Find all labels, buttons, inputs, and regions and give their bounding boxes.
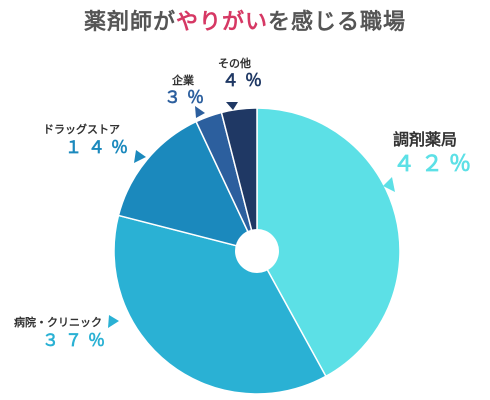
label-sonota: その他 ４％ (218, 58, 268, 90)
label-sonota-value: ４％ (222, 71, 268, 91)
label-kigyou: 企業 ３％ (164, 75, 210, 107)
label-pointer-byouin (108, 315, 119, 328)
label-kigyou-name: 企業 (172, 74, 194, 87)
label-drugstore: ドラッグストア １４％ (43, 124, 134, 157)
chart-title: 薬剤師がやりがいを感じる職場 (0, 4, 490, 36)
label-drugstore-name: ドラッグストア (43, 123, 120, 136)
label-drugstore-value: １４％ (65, 138, 134, 158)
label-pointer-sonota (226, 102, 238, 110)
label-kigyou-value: ３％ (164, 88, 210, 108)
label-byouin: 病院・クリニック ３７％ (14, 317, 111, 350)
label-pointer-drugstore (134, 150, 146, 163)
label-pointer-kigyou (195, 106, 205, 118)
title-highlight: やりがい (175, 10, 268, 35)
pie-slice-drugstore (117, 120, 259, 253)
label-chouzai-name: 調剤薬局 (393, 130, 458, 149)
title-part-2: を感じる職場 (268, 10, 407, 35)
label-sonota-name: その他 (218, 57, 251, 70)
label-chouzai-value: ４２％ (393, 152, 478, 177)
label-pointer-chouzai (383, 177, 395, 192)
label-chouzai: 調剤薬局 ４２％ (393, 132, 477, 176)
title-part-1: 薬剤師が (83, 10, 176, 35)
pie-slice-chouzai (256, 107, 401, 378)
label-byouin-name: 病院・クリニック (14, 316, 102, 329)
label-byouin-value: ３７％ (42, 331, 111, 351)
pie-slice-sonota (220, 107, 258, 252)
pie-center-hole (235, 229, 279, 273)
pie-slice-byouin (113, 214, 327, 395)
